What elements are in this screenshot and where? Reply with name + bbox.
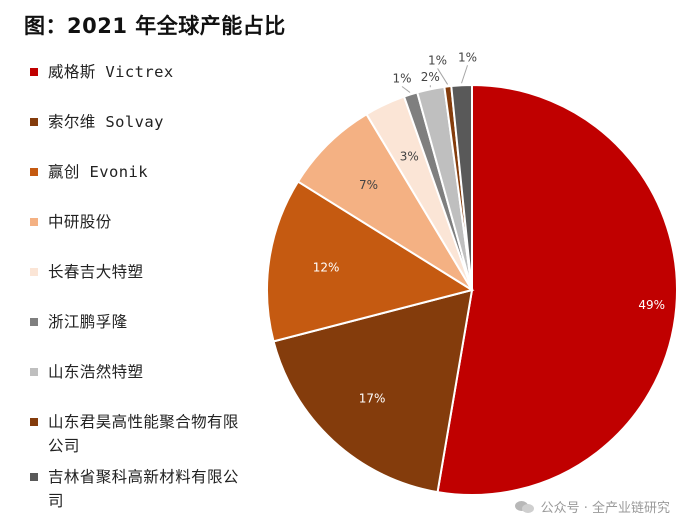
legend-label: 索尔维 Solvay xyxy=(48,113,164,131)
legend-label: 浙江鹏孚隆 xyxy=(48,313,128,331)
wechat-icon xyxy=(514,499,535,515)
legend-swatch xyxy=(30,418,38,426)
legend-label: 山东浩然特塑 xyxy=(48,363,144,381)
pie-slice xyxy=(436,83,678,496)
legend-item: 山东君昊高性能聚合物有限公司 xyxy=(30,410,253,458)
legend-label: 赢创 Evonik xyxy=(48,163,148,181)
legend-swatch xyxy=(30,168,38,176)
legend-label: 吉林省聚科高新材料有限公司 xyxy=(48,468,239,510)
slice-value-label: 49% xyxy=(638,298,665,312)
legend-swatch xyxy=(30,268,38,276)
pie-slice xyxy=(296,112,473,291)
legend-swatch xyxy=(30,318,38,326)
slice-value-label: 1% xyxy=(393,71,412,85)
pie-slice xyxy=(450,83,473,291)
legend-swatch xyxy=(30,218,38,226)
slice-value-label: 1% xyxy=(458,50,477,64)
legend-label: 威格斯 Victrex xyxy=(48,63,174,81)
slice-value-label: 2% xyxy=(421,70,440,84)
legend-item: 浙江鹏孚隆 xyxy=(30,310,253,334)
leader-line xyxy=(461,65,468,84)
legend-item: 长春吉大特塑 xyxy=(30,260,253,284)
legend-swatch xyxy=(30,68,38,76)
legend-label: 中研股份 xyxy=(48,213,112,231)
legend-item: 中研股份 xyxy=(30,210,253,234)
legend-item: 索尔维 Solvay xyxy=(30,110,253,134)
legend-item: 赢创 Evonik xyxy=(30,160,253,184)
leader-line xyxy=(401,86,411,93)
legend-item: 威格斯 Victrex xyxy=(30,60,253,84)
legend-swatch xyxy=(30,473,38,481)
legend-swatch xyxy=(30,368,38,376)
legend-item: 山东浩然特塑 xyxy=(30,360,253,384)
slice-value-label: 17% xyxy=(359,392,386,406)
pie-slice xyxy=(266,180,475,343)
slice-value-label: 1% xyxy=(428,53,447,67)
legend-item: 吉林省聚科高新材料有限公司 xyxy=(30,465,253,513)
watermark-text: 公众号 · 全产业链研究 xyxy=(540,501,670,516)
pie-slice xyxy=(272,288,474,494)
slice-value-label: 7% xyxy=(359,178,378,192)
slice-value-label: 12% xyxy=(313,261,340,275)
legend-label: 山东君昊高性能聚合物有限公司 xyxy=(48,413,239,455)
legend-label: 长春吉大特塑 xyxy=(48,263,144,281)
leader-line xyxy=(437,68,449,85)
slice-value-label: 3% xyxy=(400,149,419,163)
watermark: 公众号 · 全产业链研究 xyxy=(514,497,670,516)
chart-title: 图：2021 年全球产能占比 xyxy=(24,14,286,38)
legend-swatch xyxy=(30,118,38,126)
